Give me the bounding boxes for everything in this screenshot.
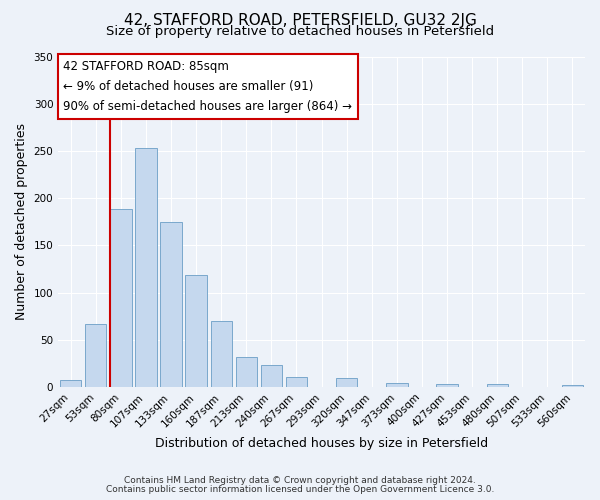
Bar <box>236 356 257 387</box>
Bar <box>136 148 157 387</box>
Bar <box>160 222 182 387</box>
Text: Contains HM Land Registry data © Crown copyright and database right 2024.: Contains HM Land Registry data © Crown c… <box>124 476 476 485</box>
Bar <box>211 321 232 387</box>
Bar <box>60 380 82 387</box>
Bar <box>562 385 583 387</box>
Bar <box>336 378 358 387</box>
Bar <box>436 384 458 387</box>
Bar <box>386 383 407 387</box>
Text: 42 STAFFORD ROAD: 85sqm
← 9% of detached houses are smaller (91)
90% of semi-det: 42 STAFFORD ROAD: 85sqm ← 9% of detached… <box>64 60 352 113</box>
Text: 42, STAFFORD ROAD, PETERSFIELD, GU32 2JG: 42, STAFFORD ROAD, PETERSFIELD, GU32 2JG <box>124 12 476 28</box>
Y-axis label: Number of detached properties: Number of detached properties <box>15 123 28 320</box>
Text: Size of property relative to detached houses in Petersfield: Size of property relative to detached ho… <box>106 25 494 38</box>
Text: Contains public sector information licensed under the Open Government Licence 3.: Contains public sector information licen… <box>106 485 494 494</box>
Bar <box>261 365 282 387</box>
Bar <box>185 274 207 387</box>
X-axis label: Distribution of detached houses by size in Petersfield: Distribution of detached houses by size … <box>155 437 488 450</box>
Bar <box>85 324 106 387</box>
Bar <box>286 376 307 387</box>
Bar <box>487 384 508 387</box>
Bar <box>110 210 131 387</box>
